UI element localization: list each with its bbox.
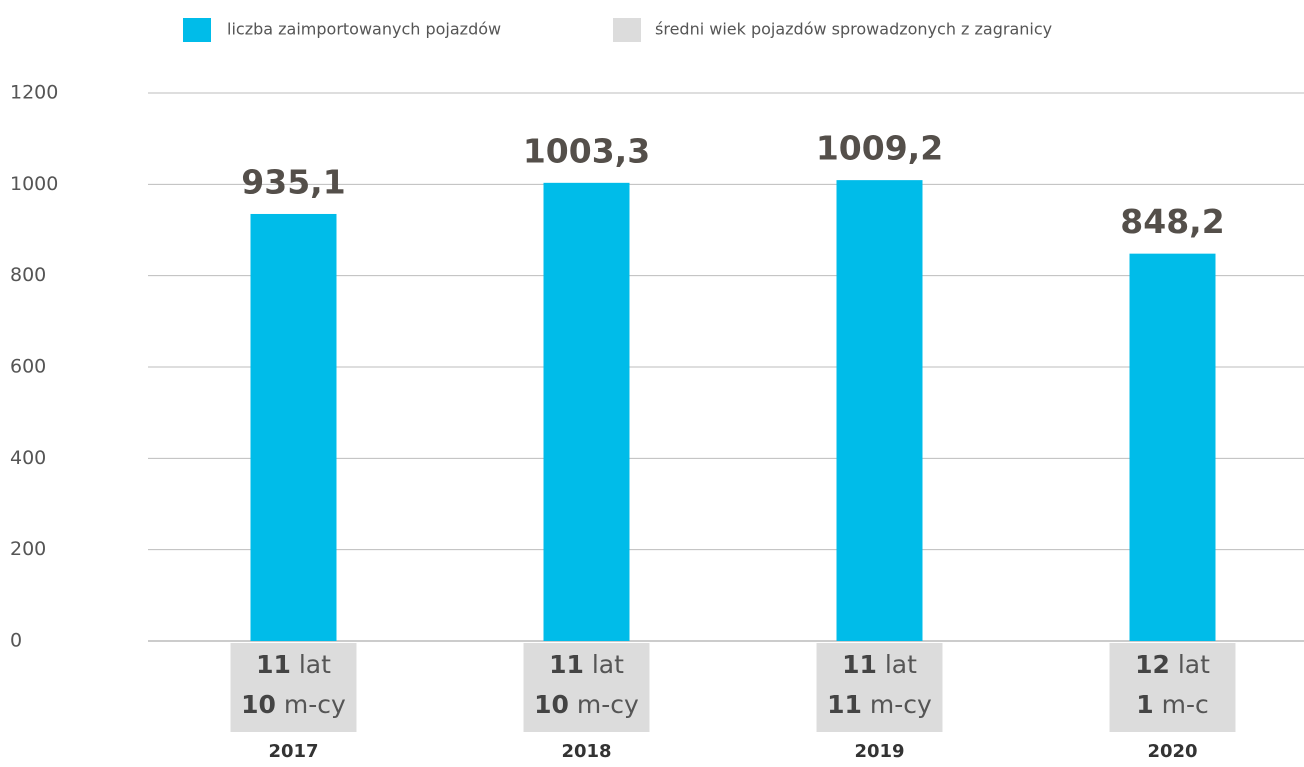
age-years-value: 11 [549, 650, 584, 679]
space [291, 650, 299, 679]
space [584, 650, 592, 679]
age-box [1109, 643, 1236, 732]
age-months: 10 m-cy [241, 690, 346, 719]
age-years-unit: lat [1178, 650, 1210, 679]
age-box [523, 643, 650, 732]
space [862, 690, 870, 719]
legend-swatch [613, 18, 641, 42]
legend-label: średni wiek pojazdów sprowadzonych z zag… [655, 20, 1052, 39]
age-box [816, 643, 943, 732]
age-months: 11 m-cy [827, 690, 932, 719]
space [569, 690, 577, 719]
space [1170, 650, 1178, 679]
age-years-unit: lat [885, 650, 917, 679]
age-years: 11 lat [842, 650, 917, 679]
age-months-value: 1 [1136, 690, 1153, 719]
age-months-value: 10 [534, 690, 569, 719]
bar [543, 182, 630, 641]
bar [836, 180, 923, 641]
y-tick-label: 800 [10, 264, 46, 286]
age-months-value: 10 [241, 690, 276, 719]
age-years-value: 11 [256, 650, 291, 679]
x-tick-label: 2018 [561, 741, 611, 762]
space [877, 650, 885, 679]
bar [1129, 253, 1216, 641]
bar [250, 213, 337, 641]
x-tick-label: 2017 [268, 741, 318, 762]
age-months: 10 m-cy [534, 690, 639, 719]
age-years-value: 12 [1135, 650, 1170, 679]
value-label: 1009,2 [816, 129, 943, 168]
age-months-unit: m-c [1162, 690, 1209, 719]
age-years-unit: lat [299, 650, 331, 679]
y-tick-label: 1200 [10, 82, 58, 104]
age-months-unit: m-cy [284, 690, 346, 719]
age-months-value: 11 [827, 690, 862, 719]
age-years: 12 lat [1135, 650, 1210, 679]
value-label: 935,1 [241, 162, 345, 201]
age-months-unit: m-cy [577, 690, 639, 719]
legend-swatch [183, 18, 211, 42]
age-years: 11 lat [549, 650, 624, 679]
space [1154, 690, 1162, 719]
age-box [230, 643, 357, 732]
y-tick-label: 400 [10, 447, 46, 469]
value-label: 1003,3 [523, 131, 650, 170]
x-tick-label: 2020 [1147, 741, 1197, 762]
age-months: 1 m-c [1136, 690, 1208, 719]
space [276, 690, 284, 719]
age-years: 11 lat [256, 650, 331, 679]
y-tick-label: 1000 [10, 173, 58, 195]
y-tick-label: 600 [10, 356, 46, 378]
age-years-value: 11 [842, 650, 877, 679]
legend-label: liczba zaimportowanych pojazdów [227, 20, 501, 39]
value-label: 848,2 [1120, 202, 1224, 241]
age-months-unit: m-cy [870, 690, 932, 719]
y-tick-label: 0 [10, 630, 22, 652]
age-years-unit: lat [592, 650, 624, 679]
y-tick-label: 200 [10, 538, 46, 560]
x-tick-label: 2019 [854, 741, 904, 762]
